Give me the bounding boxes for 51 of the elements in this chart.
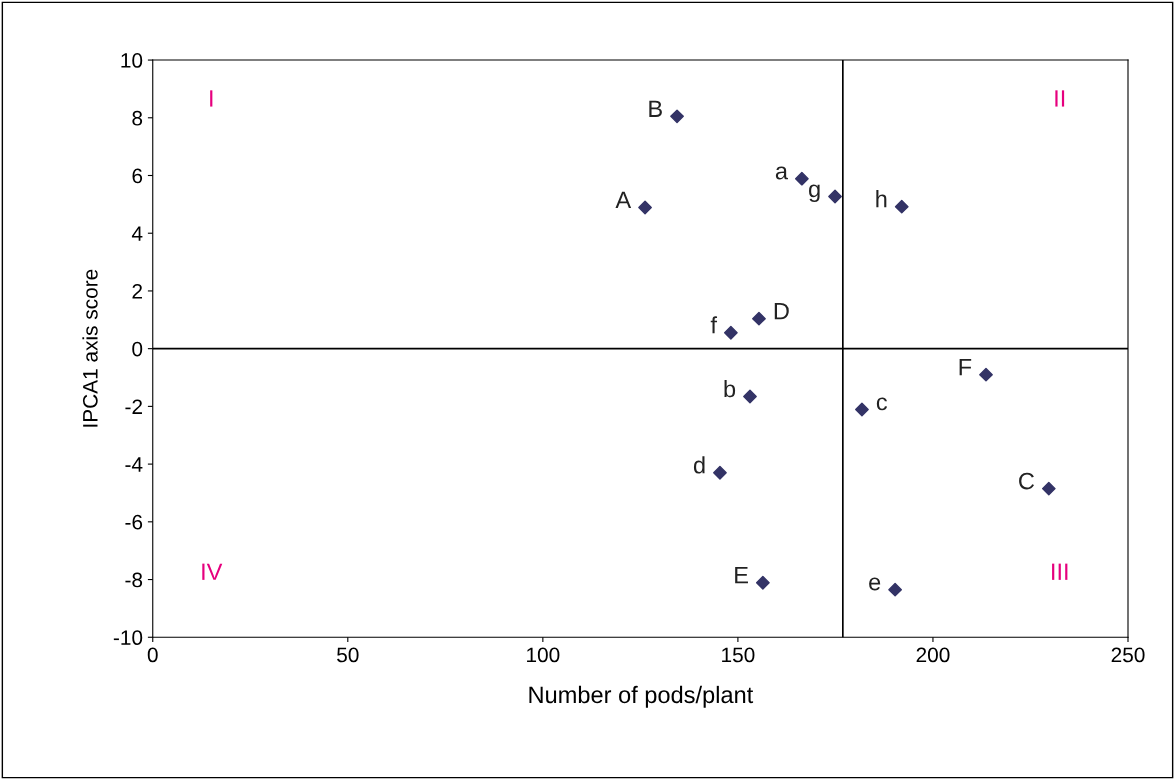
point (855, 402, 869, 417)
point (828, 189, 842, 204)
x-tick-label: 0 (147, 647, 158, 663)
point (723, 325, 738, 340)
annotation: d (693, 456, 705, 474)
x-tick-label: 250 (1111, 647, 1145, 663)
point (894, 199, 909, 214)
annotation: IV (202, 563, 223, 580)
x-tick-label: 100 (527, 647, 560, 663)
annotation: b (724, 380, 736, 398)
point (979, 367, 993, 382)
annotation: h (876, 190, 887, 208)
annotation: III (1052, 563, 1068, 580)
y-tick-label: 2 (132, 283, 142, 299)
point (638, 200, 652, 215)
y-axis-title: IPCA1 axis score (82, 269, 98, 427)
point (1041, 481, 1056, 496)
point (670, 109, 684, 124)
x-tick-label: 200 (916, 647, 950, 663)
y-tick-label: 6 (132, 168, 143, 184)
annotation: F (959, 358, 972, 376)
y-tick-label: 8 (132, 110, 143, 126)
y-tick-label: -6 (125, 514, 143, 530)
y-tick-label: 0 (132, 341, 143, 357)
annotation: c (876, 397, 888, 411)
annotation: g (809, 184, 820, 203)
x-tick-label: 50 (337, 647, 359, 663)
y-tick-label: -10 (113, 630, 143, 646)
y-tick-label: -4 (125, 457, 143, 472)
annotation: A (615, 191, 632, 209)
annotation: f (710, 316, 718, 334)
annotation: e (869, 577, 881, 591)
annotation: I (210, 90, 213, 107)
annotation: II (1055, 90, 1065, 107)
y-tick-label: 4 (131, 226, 143, 241)
annotation: B (649, 100, 662, 117)
point (794, 171, 809, 186)
annotation: a (775, 166, 788, 180)
point (755, 575, 770, 590)
x-axis-title: Number of pods/plant (529, 685, 754, 708)
annotation: D (774, 302, 789, 320)
annotation: C (1019, 472, 1035, 490)
y-tick-label: -8 (125, 572, 143, 588)
point (743, 389, 757, 404)
point (888, 582, 903, 597)
y-tick-label: -2 (125, 399, 142, 414)
point (713, 465, 727, 480)
x-tick-label: 150 (722, 647, 755, 663)
y-tick-label: 10 (121, 53, 143, 68)
annotation: E (735, 567, 748, 584)
point (752, 311, 766, 326)
